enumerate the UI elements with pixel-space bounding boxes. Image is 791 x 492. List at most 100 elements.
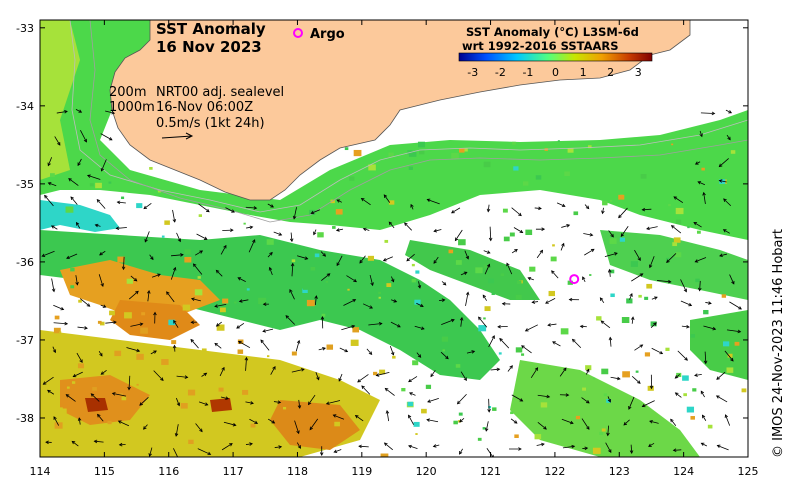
velocity-arrow [704, 351, 707, 364]
velocity-arrow [497, 325, 508, 328]
velocity-arrow-head [94, 223, 99, 228]
velocity-arrow-head [99, 252, 103, 256]
sst-speckle [701, 167, 705, 171]
sst-speckle [59, 331, 62, 334]
velocity-arrow [41, 250, 55, 257]
velocity-arrow-head [541, 442, 545, 447]
sst-speckle [665, 257, 670, 261]
velocity-arrow-head [139, 402, 143, 406]
velocity-arrow-head [65, 394, 70, 398]
velocity-arrow-head [361, 385, 365, 389]
sst-speckle [411, 279, 416, 283]
velocity-arrow-head [672, 448, 677, 452]
sst-speckle [567, 280, 573, 285]
velocity-arrow [368, 323, 382, 326]
sst-speckle [97, 320, 102, 324]
velocity-arrow-head [100, 167, 105, 172]
sst-speckle [283, 406, 287, 410]
velocity-arrow [670, 419, 677, 426]
velocity-arrow-head [206, 208, 210, 213]
sst-speckle [592, 377, 596, 380]
sst-speckle [482, 427, 486, 430]
velocity-arrow-head [77, 417, 82, 421]
velocity-arrow-head [571, 444, 576, 449]
colorbar-tick-label: -2 [495, 66, 506, 79]
velocity-arrow-head [296, 430, 300, 435]
velocity-arrow-head [203, 236, 208, 240]
velocity-arrow [362, 303, 373, 309]
velocity-arrow-head [382, 258, 387, 262]
sst-speckle [388, 200, 395, 205]
velocity-arrow [451, 207, 461, 214]
velocity-arrow [90, 393, 100, 402]
velocity-arrow [223, 421, 236, 426]
sst-speckle [692, 388, 697, 392]
velocity-arrow-head [314, 295, 318, 299]
sst-speckle [618, 194, 625, 200]
sst-speckle [696, 230, 701, 234]
sst-speckle [392, 355, 396, 359]
velocity-arrow [245, 206, 257, 209]
sst-speckle [77, 363, 85, 369]
isobath-200m [69, 20, 748, 213]
sst-speckle [255, 399, 260, 403]
argo-float-marker[interactable] [569, 274, 580, 285]
velocity-arrow-head [133, 277, 138, 282]
velocity-arrow [729, 274, 735, 285]
velocity-arrow-head [393, 299, 398, 303]
velocity-arrow [702, 415, 707, 421]
velocity-arrow [118, 420, 130, 427]
velocity-arrow-head [628, 406, 632, 410]
velocity-arrow-head [253, 206, 258, 210]
sst-speckle [535, 175, 542, 180]
velocity-arrow [651, 347, 663, 355]
velocity-arrow-head [538, 206, 542, 211]
velocity-arrow [433, 229, 442, 232]
velocity-arrow [80, 129, 87, 143]
velocity-arrow [336, 255, 343, 266]
velocity-arrow-head [708, 301, 712, 305]
velocity-arrow-head [539, 249, 544, 254]
velocity-arrow-head [143, 205, 148, 210]
velocity-arrow [194, 250, 203, 256]
velocity-arrow-head [289, 288, 293, 293]
velocity-arrow-head [277, 400, 282, 404]
sst-speckle [599, 431, 604, 435]
velocity-arrow-head [250, 401, 254, 405]
velocity-arrow [488, 335, 495, 348]
velocity-arrow [66, 394, 76, 402]
velocity-arrow [478, 316, 488, 328]
sst-speckle [515, 294, 522, 300]
velocity-arrow [404, 222, 412, 231]
sst-speckle [458, 148, 465, 153]
velocity-arrow [214, 303, 227, 307]
velocity-arrow-head [172, 266, 177, 271]
velocity-arrow [343, 299, 356, 306]
sst-speckle [514, 434, 519, 438]
sst-speckle [488, 278, 495, 284]
velocity-arrow [438, 299, 445, 302]
velocity-arrow-head [143, 426, 147, 430]
velocity-arrow-head [430, 373, 434, 378]
sst-speckle [413, 421, 420, 427]
velocity-arrow-head [694, 373, 698, 377]
sst-speckle [202, 409, 205, 412]
velocity-arrow [700, 390, 705, 398]
velocity-arrow [581, 418, 590, 430]
velocity-arrow-head [715, 395, 720, 399]
velocity-arrow [100, 133, 113, 141]
velocity-arrow-head [561, 242, 565, 247]
velocity-arrow-head [670, 225, 675, 229]
velocity-arrow [511, 394, 523, 402]
velocity-arrow [671, 225, 682, 234]
sst-speckle [171, 340, 177, 345]
velocity-arrow-head [370, 282, 374, 287]
sst-speckle [503, 236, 510, 242]
velocity-arrow-head [718, 163, 723, 168]
velocity-arrow-head [599, 297, 604, 301]
velocity-arrow-head [113, 320, 117, 325]
sst-speckle [609, 199, 613, 202]
velocity-arrow-head [292, 215, 297, 220]
velocity-arrow [47, 157, 53, 166]
velocity-arrow [536, 443, 545, 446]
